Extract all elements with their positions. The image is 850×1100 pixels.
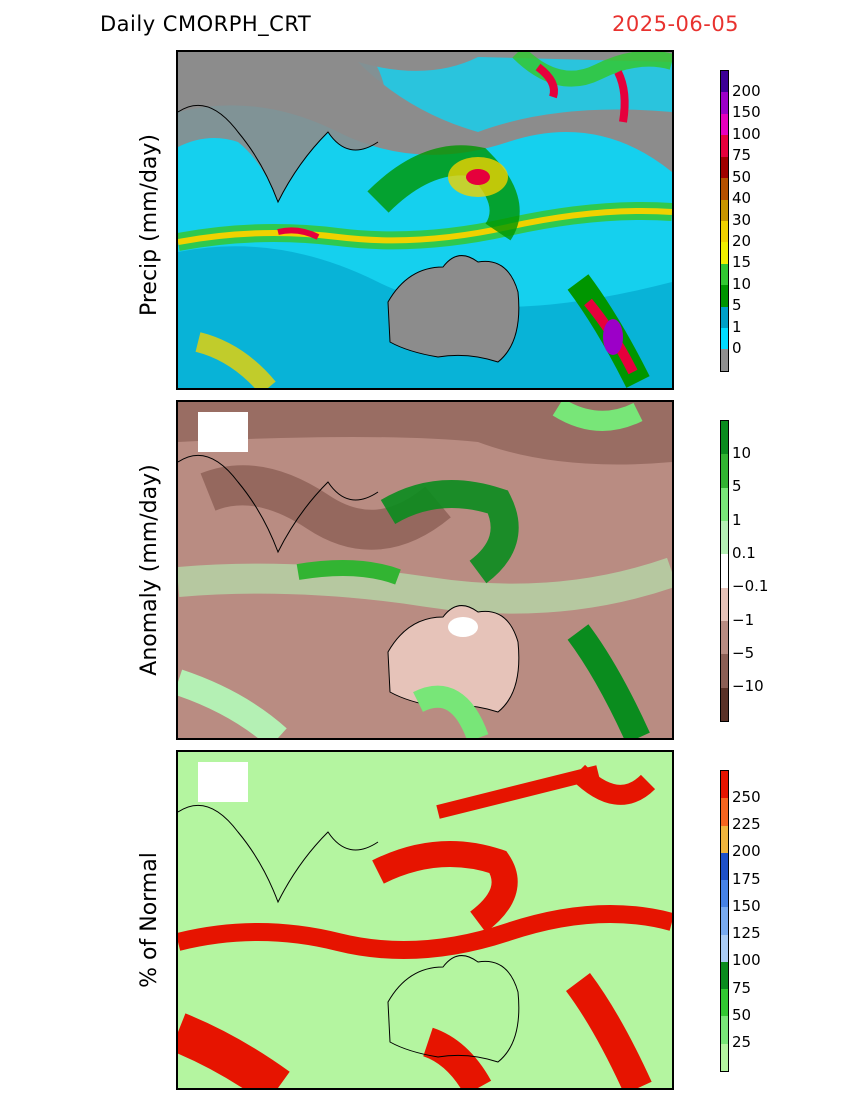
percent-normal-colorbar (720, 770, 729, 1072)
colorbar-swatch (721, 454, 728, 488)
colorbar-tick-label: 125 (732, 924, 761, 943)
colorbar-swatch (721, 285, 728, 307)
colorbar-swatch (721, 71, 728, 93)
colorbar-swatch (721, 989, 728, 1017)
colorbar-swatch (721, 554, 728, 588)
colorbar-swatch (721, 798, 728, 826)
colorbar-tick-label: 75 (732, 978, 752, 997)
colorbar-tick-label: 75 (732, 146, 752, 165)
colorbar-swatch (721, 825, 728, 853)
anomaly-axis-label: Anomaly (mm/day) (137, 464, 162, 676)
anomaly-map-panel (176, 400, 674, 740)
precip-colorbar (720, 70, 729, 372)
colorbar-tick-label: −5 (732, 643, 755, 662)
colorbar-swatch (721, 520, 728, 555)
precip-axis-label: Precip (mm/day) (137, 133, 162, 317)
anomaly-colorbar (720, 420, 729, 722)
percent-normal-axis-label: % of Normal (137, 852, 162, 988)
colorbar-swatch (721, 199, 728, 221)
colorbar-swatch (721, 306, 728, 329)
colorbar-swatch (721, 113, 728, 136)
colorbar-tick-label: 175 (732, 869, 761, 888)
colorbar-tick-label: 0 (732, 339, 742, 358)
colorbar-tick-label: 1 (732, 317, 742, 336)
colorbar-tick-label: 10 (732, 274, 752, 293)
colorbar-swatch (721, 178, 728, 200)
colorbar-swatch (721, 135, 728, 157)
colorbar-tick-label: 200 (732, 81, 761, 100)
colorbar-swatch (721, 328, 728, 350)
date-label: 2025-06-05 (612, 12, 740, 36)
colorbar-swatch (721, 852, 728, 881)
colorbar-swatch (721, 421, 728, 455)
percent-normal-map-panel (176, 750, 674, 1090)
colorbar-tick-label: 25 (732, 1033, 752, 1052)
colorbar-tick-label: 10 (732, 443, 752, 462)
colorbar-tick-label: −10 (732, 677, 764, 696)
colorbar-tick-label: 1 (732, 510, 742, 529)
colorbar-tick-label: 50 (732, 167, 752, 186)
colorbar-swatch (721, 92, 728, 114)
colorbar-tick-label: 20 (732, 231, 752, 250)
colorbar-swatch (721, 263, 728, 286)
colorbar-swatch (721, 934, 728, 962)
colorbar-tick-label: 15 (732, 253, 752, 272)
colorbar-tick-label: 100 (732, 124, 761, 143)
colorbar-tick-label: 200 (732, 842, 761, 861)
colorbar-tick-label: 5 (732, 477, 742, 496)
colorbar-swatch (721, 1043, 728, 1071)
colorbar-swatch (721, 349, 728, 371)
colorbar-swatch (721, 220, 728, 243)
colorbar-tick-label: −1 (732, 610, 755, 629)
colorbar-tick-label: 40 (732, 189, 752, 208)
colorbar-tick-label: 150 (732, 896, 761, 915)
colorbar-swatch (721, 587, 728, 621)
colorbar-swatch (721, 880, 728, 908)
colorbar-tick-label: 30 (732, 210, 752, 229)
colorbar-swatch (721, 654, 728, 688)
colorbar-swatch (721, 907, 728, 935)
colorbar-tick-label: 225 (732, 815, 761, 834)
colorbar-swatch (721, 620, 728, 655)
colorbar-swatch (721, 771, 728, 799)
colorbar-swatch (721, 961, 728, 990)
colorbar-swatch (721, 1016, 728, 1044)
chart-title: Daily CMORPH_CRT (100, 12, 312, 36)
colorbar-tick-label: 250 (732, 787, 761, 806)
colorbar-tick-label: 5 (732, 296, 742, 315)
colorbar-swatch (721, 242, 728, 264)
colorbar-swatch (721, 487, 728, 521)
colorbar-tick-label: 100 (732, 951, 761, 970)
colorbar-swatch (721, 156, 728, 179)
precip-map-panel (176, 50, 674, 390)
colorbar-tick-label: 50 (732, 1005, 752, 1024)
colorbar-swatch (721, 687, 728, 721)
colorbar-tick-label: 150 (732, 103, 761, 122)
colorbar-tick-label: −0.1 (732, 577, 769, 596)
colorbar-tick-label: 0.1 (732, 543, 756, 562)
